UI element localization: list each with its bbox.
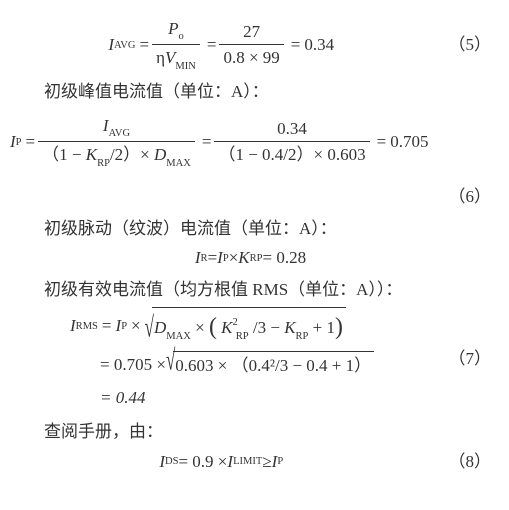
eq7-lhs-sub: RMS — [76, 319, 98, 335]
eq7-d: D — [154, 318, 166, 337]
eq7-sqrt2: √ 0.603 × （0.4²/3 − 0.4 + 1） — [166, 351, 374, 379]
eq5-V-sub: MIN — [175, 61, 195, 72]
eq7-l2-rad: 0.603 × （0.4²/3 − 0.4 + 1） — [173, 351, 374, 379]
eq8-number: （8） — [449, 449, 492, 475]
eq7-ksub: RP — [236, 331, 249, 342]
eq6-dendsub: MAX — [166, 158, 191, 169]
eq6-number: （6） — [449, 184, 492, 210]
equation-ir: IR = IP × KRP = 0.28 — [10, 245, 491, 271]
eq5-V: V — [165, 48, 175, 67]
eq7-line3: = 0.44 — [70, 385, 145, 411]
eq7-line1: IRMS = IP × √ DMAX × ( K2RP /3 − KRP + 1… — [70, 307, 346, 345]
equation-ir-content: IR = IP × KRP = 0.28 — [10, 245, 491, 271]
eq6-f2den: （1 − 0.4/2）× 0.603 — [214, 141, 369, 168]
eq5-eta: η — [156, 48, 165, 67]
eq5-frac2: 27 0.8 × 99 — [219, 19, 283, 71]
eq7-k: K — [221, 318, 232, 337]
equation-8-content: IDS = 0.9 × ILIMIT ≥ IP — [10, 449, 433, 475]
eq5-lhs-sub: AVG — [114, 38, 135, 54]
eq7-ksup: 2 — [232, 317, 237, 328]
ir-b: K — [238, 245, 249, 271]
ir-a-sub: P — [223, 251, 229, 267]
eq6-frac1: IAVG （1 − KRP/2）× DMAX — [38, 113, 195, 170]
eq8-ge: ≥ — [262, 449, 271, 475]
eq6-denksub: RP — [97, 158, 110, 169]
eq7-a-sub: P — [121, 319, 127, 335]
eq5-num2: 27 — [239, 19, 264, 45]
ir-res: = 0.28 — [263, 245, 307, 271]
eq5-frac1: Po ηVMIN — [152, 16, 200, 73]
equation-7: IRMS = IP × √ DMAX × ( K2RP /3 − KRP + 1… — [10, 304, 374, 413]
label-rms-current: 初级有效电流值（均方根值 RMS（单位：A））： — [10, 277, 491, 303]
eq6-denk: K — [86, 145, 97, 164]
eq5-P: P — [168, 19, 178, 38]
eq8-b-sub: LIMIT — [233, 454, 262, 470]
eq6-f1numsub: AVG — [109, 128, 130, 139]
eq7-k2: K — [284, 318, 295, 337]
eq6-denl: （1 − — [42, 145, 86, 164]
eq6-result: 0.705 — [390, 129, 428, 155]
label-manual: 查阅手册，由： — [10, 419, 491, 445]
equation-6-content: IP = IAVG （1 − KRP/2）× DMAX = 0.34 （1 − … — [10, 113, 491, 170]
equation-6-num-row: （6） — [10, 184, 491, 210]
eq7-k2sub: RP — [296, 331, 309, 342]
radical-icon: √ — [145, 305, 154, 348]
equation-6: IP = IAVG （1 − KRP/2）× DMAX = 0.34 （1 − … — [10, 113, 491, 170]
eq6-dend: D — [154, 145, 166, 164]
eq6-lhs-sub: P — [16, 135, 22, 151]
eq6-f1num: I — [103, 116, 109, 135]
radical-icon: √ — [166, 339, 175, 382]
eq5-number: （5） — [449, 32, 492, 58]
eq6-denmid: /2）× — [110, 145, 154, 164]
eq8-c-sub: P — [277, 454, 283, 470]
equation-7-wrap: IRMS = IP × √ DMAX × ( K2RP /3 − KRP + 1… — [10, 304, 491, 413]
eq7-line2: = 0.705 × √ 0.603 × （0.4²/3 − 0.4 + 1） — [70, 351, 374, 379]
eq7-number: （7） — [449, 346, 492, 372]
eq8-lhs-sub: DS — [165, 454, 178, 470]
eq6-frac2: 0.34 （1 − 0.4/2）× 0.603 — [214, 116, 369, 168]
eq5-den2: 0.8 × 99 — [219, 44, 283, 71]
eq7-l2-pre: = 0.705 × — [100, 352, 166, 378]
equation-5-content: IAVG = Po ηVMIN = 27 0.8 × 99 = 0.34 — [10, 16, 433, 73]
equation-8: IDS = 0.9 × ILIMIT ≥ IP （8） — [10, 449, 491, 475]
ir-lhs-sub: R — [201, 251, 208, 267]
ir-eq: = — [208, 245, 218, 271]
label-peak-current: 初级峰值电流值（单位：A）： — [10, 79, 491, 105]
ir-times: × — [229, 245, 239, 271]
ir-b-sub: RP — [250, 251, 263, 267]
eq5-P-sub: o — [179, 31, 184, 42]
eq5-result: 0.34 — [304, 32, 334, 58]
eq8-mid: = 0.9 × — [178, 449, 227, 475]
equation-5: IAVG = Po ηVMIN = 27 0.8 × 99 = 0.34 （5） — [10, 16, 491, 73]
eq6-f2num: 0.34 — [273, 116, 311, 142]
label-ripple-current: 初级脉动（纹波）电流值（单位：A）： — [10, 216, 491, 242]
